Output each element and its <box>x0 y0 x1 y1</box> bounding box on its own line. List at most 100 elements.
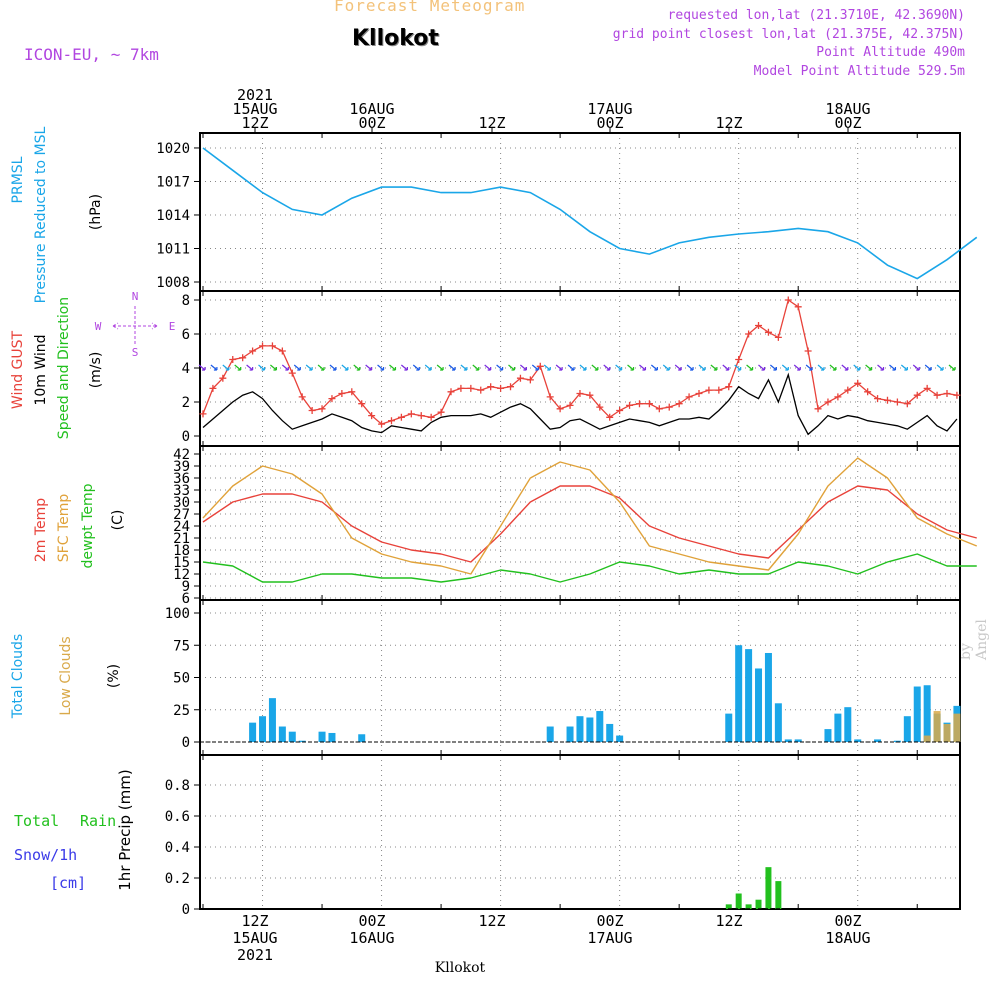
gust-point <box>854 379 862 387</box>
y-tick-label: 36 <box>173 471 190 487</box>
gust-point <box>864 388 872 396</box>
gust-point <box>378 420 386 428</box>
gust-line <box>202 298 958 425</box>
total-cloud-bar <box>288 731 296 742</box>
y-tick-label: 6 <box>182 591 190 607</box>
gust-point <box>943 390 951 397</box>
y-tick-label: 12 <box>173 567 190 583</box>
total-cloud-bar <box>318 731 326 742</box>
gust-point <box>239 354 247 362</box>
time-label-bottom: 00Z <box>596 912 623 930</box>
gust-point <box>685 393 693 401</box>
time-label-top: 17AUG <box>587 100 632 118</box>
total-cloud-bar <box>725 713 733 742</box>
wind-direction-arrow <box>829 364 837 371</box>
time-label-top: 2021 <box>237 86 273 104</box>
total-cloud-bar <box>745 649 753 742</box>
time-label-bottom: 00Z <box>358 912 385 930</box>
gust-point <box>358 400 366 408</box>
wind-direction-arrow <box>650 364 658 371</box>
wind-direction-arrow <box>817 364 825 371</box>
wind-direction-arrow <box>567 364 575 371</box>
wind-direction-arrow <box>400 364 408 371</box>
y-tick-label: 9 <box>182 579 190 595</box>
gust-point <box>457 384 465 392</box>
wind-direction-arrow <box>781 364 789 371</box>
wind-direction-arrow <box>222 364 230 371</box>
total-cloud-bar <box>844 707 852 742</box>
total-cloud-bar <box>764 652 772 742</box>
station-title: Kllokot <box>352 26 439 51</box>
gust-point <box>893 398 901 406</box>
gust-point <box>566 401 574 409</box>
gust-point <box>348 388 356 396</box>
label-pressure-msl: Pressure Reduced to MSL <box>33 126 49 303</box>
gust-point <box>745 330 753 338</box>
wind-direction-arrow <box>198 364 206 371</box>
gust-point <box>874 395 882 403</box>
y-tick-label: 4 <box>182 361 190 377</box>
wind-direction-arrow <box>234 364 242 371</box>
label-cm: [cm] <box>50 874 86 892</box>
total-cloud-bar <box>268 698 276 742</box>
y-tick-label: 27 <box>173 507 190 523</box>
gust-point <box>407 410 415 418</box>
label-2m-temp: 2m Temp <box>33 498 49 562</box>
wind-direction-arrow <box>722 364 730 371</box>
wind-direction-arrow <box>900 364 908 371</box>
y-tick-label: 100 <box>165 606 190 622</box>
gust-point <box>883 396 891 404</box>
gust-point <box>655 405 663 413</box>
wind-direction-arrow <box>627 364 635 371</box>
time-label-top: 00Z <box>358 114 385 132</box>
low-cloud-bar <box>953 713 961 742</box>
wind-direction-arrow <box>841 364 849 371</box>
low-cloud-bar <box>933 711 941 742</box>
gust-point <box>507 383 515 391</box>
low-cloud-bar <box>923 735 931 742</box>
dewpt-line <box>202 553 977 583</box>
label-10m-wind: 10m Wind <box>33 334 49 405</box>
gust-point <box>596 403 604 411</box>
total-cloud-bar <box>576 716 584 742</box>
label-rain: Rain <box>80 812 116 830</box>
y-tick-label: 18 <box>173 543 190 559</box>
wind-direction-arrow <box>758 364 766 371</box>
wind-direction-arrow <box>948 364 956 371</box>
gust-point <box>725 383 733 391</box>
wind-direction-arrow <box>424 364 432 371</box>
rain-bar <box>725 904 732 909</box>
gust-point <box>497 384 505 392</box>
gust-point <box>844 386 852 394</box>
y-tick-label: 39 <box>173 459 190 475</box>
time-label-bottom: 16AUG <box>349 929 394 947</box>
wind-direction-arrow <box>543 364 551 371</box>
wind-direction-arrow <box>531 364 539 371</box>
total-cloud-bar <box>298 740 306 742</box>
gust-point <box>268 342 276 350</box>
rain-bar <box>765 867 772 909</box>
time-label-top: 12Z <box>241 114 268 132</box>
wind-direction-arrow <box>936 364 944 371</box>
time-label-top: 18AUG <box>825 100 870 118</box>
wind-direction-arrow <box>889 364 897 371</box>
gust-point <box>229 356 237 363</box>
time-label-bottom: 17AUG <box>587 929 632 947</box>
bottom-station-label: Kllokot <box>435 960 486 976</box>
gust-point <box>913 391 921 399</box>
total-cloud-bar <box>249 722 257 742</box>
gust-point <box>249 347 257 355</box>
time-label-bottom: 12Z <box>478 912 505 930</box>
total-cloud-bar <box>596 711 604 742</box>
wind-direction-arrow <box>281 364 289 371</box>
wind-direction-arrow <box>472 364 480 371</box>
y-tick-label: 0.2 <box>165 871 190 887</box>
rain-bar <box>775 881 782 909</box>
wind-direction-arrow <box>305 364 313 371</box>
total-cloud-bar <box>328 732 336 742</box>
y-tick-label: 6 <box>182 327 190 343</box>
total-cloud-bar <box>586 717 594 742</box>
wind-direction-arrow <box>555 364 563 371</box>
wind-direction-arrow <box>496 364 504 371</box>
